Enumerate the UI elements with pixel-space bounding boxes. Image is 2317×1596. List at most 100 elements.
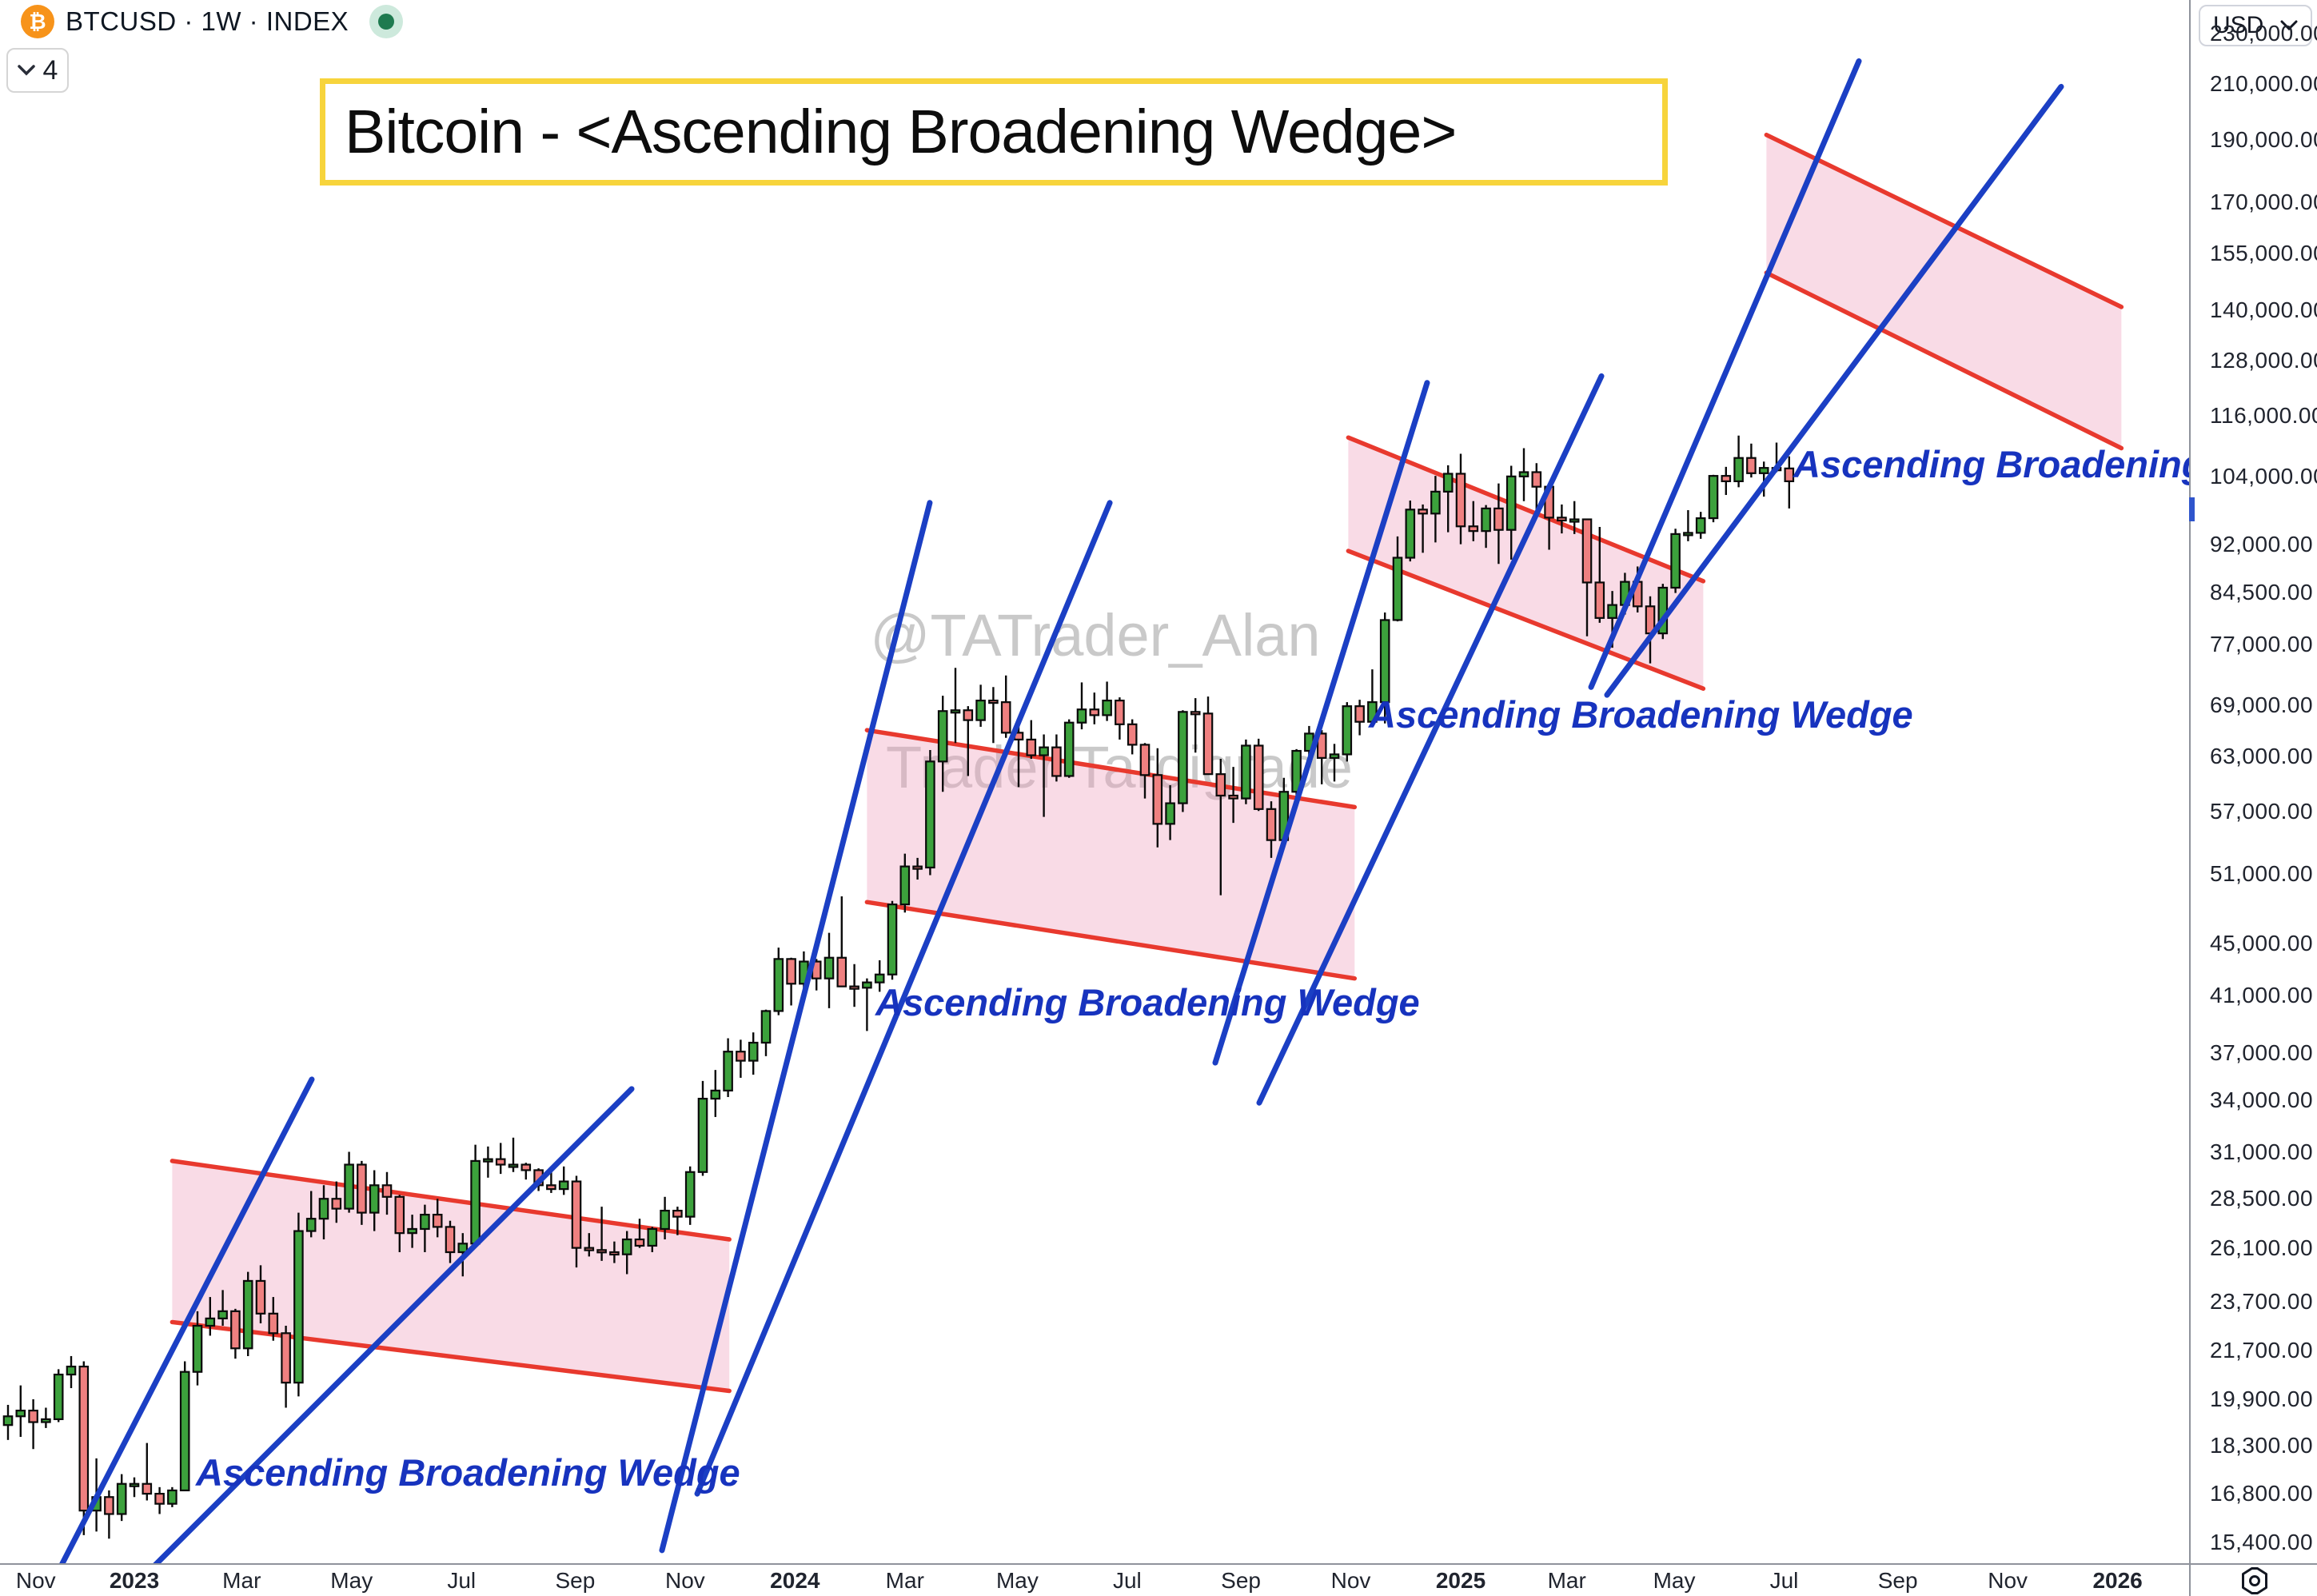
- candle-down: [1468, 525, 1479, 533]
- time-axis-label: 2025: [1435, 1567, 1486, 1593]
- candle-down: [255, 1279, 266, 1315]
- candle-down: [230, 1310, 241, 1350]
- candle-up: [483, 1158, 493, 1163]
- candle-up: [53, 1373, 64, 1421]
- candle-up: [723, 1051, 733, 1091]
- candle-down: [1228, 794, 1238, 800]
- candle-down: [1202, 712, 1214, 776]
- wedge-trendline-4[interactable]: [1604, 83, 2064, 698]
- object-tree-button[interactable]: 4: [6, 48, 69, 93]
- price-axis-label: 210,000.00: [2210, 71, 2317, 97]
- candle-up: [950, 709, 961, 714]
- candle-up: [470, 1159, 481, 1245]
- pattern-label[interactable]: Ascending Broadening Wedge: [1368, 693, 1913, 736]
- chart-plot-area[interactable]: @TATrader_Alan Trader Tardigrade Ascending…: [0, 0, 2189, 1563]
- candle-down: [1418, 509, 1428, 515]
- wedge-trendline-2[interactable]: [694, 500, 1113, 1497]
- channel-2025-lower-line[interactable]: [1346, 549, 1706, 691]
- candle-up: [1683, 532, 1693, 537]
- pattern-label[interactable]: Ascending Broadening Wedge: [875, 981, 1420, 1023]
- candle-up: [1392, 557, 1403, 621]
- candle-down: [381, 1184, 393, 1198]
- candle-down: [546, 1184, 556, 1191]
- title-banner[interactable]: Bitcoin - <Ascending Broadening Wedge>: [320, 78, 1668, 186]
- candle-up: [179, 1371, 190, 1492]
- candle-up: [937, 710, 948, 763]
- candle-up: [242, 1279, 253, 1350]
- time-axis-label: Sep: [555, 1567, 596, 1593]
- price-axis-label: 16,800.00: [2210, 1481, 2314, 1506]
- candle-down: [432, 1214, 443, 1228]
- candle-down: [1557, 517, 1567, 522]
- price-axis-label: 18,300.00: [2210, 1433, 2314, 1458]
- time-axis-label: Nov: [1988, 1567, 2028, 1593]
- candle-up: [318, 1198, 329, 1220]
- candle-down: [154, 1492, 165, 1505]
- currency-selector[interactable]: USD: [2199, 5, 2312, 46]
- pattern-label[interactable]: Ascending Broadening Wedge: [1793, 443, 2189, 485]
- candle-down: [1316, 732, 1327, 759]
- candle-down: [1026, 738, 1037, 756]
- candle-up: [887, 903, 898, 976]
- candle-up: [1481, 507, 1491, 533]
- candle-up: [773, 958, 784, 1012]
- candle-up: [1758, 467, 1769, 474]
- price-axis-label: 19,900.00: [2210, 1386, 2314, 1411]
- channel-projection-2026-fill[interactable]: [1766, 134, 2122, 449]
- price-axis-label: 23,700.00: [2210, 1288, 2314, 1314]
- settings-gear-icon[interactable]: [2240, 1566, 2269, 1595]
- time-axis-label: Nov: [664, 1567, 705, 1593]
- channel-2023-lower-line[interactable]: [169, 1319, 732, 1394]
- candle-down: [520, 1163, 532, 1171]
- wedge-trendline-3[interactable]: [1256, 373, 1605, 1106]
- candle-up: [710, 1089, 721, 1100]
- wedge-trendline-1[interactable]: [128, 1086, 635, 1563]
- candle-up: [1670, 533, 1681, 589]
- wedge-trendline-2[interactable]: [659, 500, 933, 1554]
- candle-up: [1569, 518, 1580, 523]
- channel-projection-2026-lower-line[interactable]: [1764, 270, 2124, 451]
- candle-up: [420, 1214, 430, 1231]
- price-axis-label: 34,000.00: [2210, 1087, 2314, 1113]
- price-axis[interactable]: USD 230,000.00 210,000.00 190,000.00 170,00…: [2189, 0, 2317, 1563]
- channel-2024-upper-line[interactable]: [864, 728, 1358, 810]
- price-axis-label: 155,000.00: [2210, 241, 2317, 266]
- pattern-label[interactable]: Ascending Broadening Wedge: [195, 1451, 740, 1494]
- candle-up: [1241, 744, 1251, 800]
- candle-up: [1708, 475, 1719, 520]
- interval-badge: 4: [42, 54, 58, 86]
- price-axis-label: 230,000.00: [2210, 20, 2317, 46]
- watermark-text: @TATrader_Alan: [870, 602, 1320, 668]
- time-axis[interactable]: Nov 2023 Mar May Jul Sep Nov 2024 Mar May Jul Sep No…: [0, 1563, 2189, 1596]
- wedge-trendline-3[interactable]: [1212, 380, 1430, 1066]
- wedge-trendline-1[interactable]: [48, 1076, 315, 1563]
- wedge-trendline-4[interactable]: [1588, 58, 1862, 690]
- candle-up: [167, 1489, 177, 1505]
- candle-down: [1784, 467, 1795, 482]
- candle-up: [1342, 705, 1353, 756]
- price-axis-label: 69,000.00: [2210, 692, 2314, 718]
- candle-up: [1518, 471, 1529, 477]
- candle-down: [672, 1209, 683, 1218]
- time-axis-label: 2024: [770, 1567, 820, 1593]
- candle-down: [357, 1163, 367, 1214]
- candle-up: [66, 1365, 77, 1376]
- candle-up: [1607, 604, 1617, 619]
- channel-2024-lower-line[interactable]: [864, 900, 1358, 981]
- candle-down: [1531, 471, 1542, 488]
- candle-up: [558, 1180, 569, 1191]
- candle-up: [862, 981, 872, 989]
- candle-up: [1695, 517, 1706, 534]
- channel-projection-2026-upper-line[interactable]: [1764, 132, 2124, 309]
- candle-up: [647, 1227, 658, 1247]
- price-axis-label: 37,000.00: [2210, 1040, 2314, 1066]
- time-axis-label: Mar: [1547, 1567, 1586, 1593]
- symbol-legend[interactable]: ₿ BTCUSD · 1W · INDEX: [21, 5, 404, 38]
- price-axis-label: 51,000.00: [2210, 861, 2314, 887]
- candle-down: [142, 1482, 153, 1495]
- candle-down: [1266, 808, 1277, 841]
- market-status-dot[interactable]: [369, 5, 404, 38]
- candle-up: [925, 760, 935, 869]
